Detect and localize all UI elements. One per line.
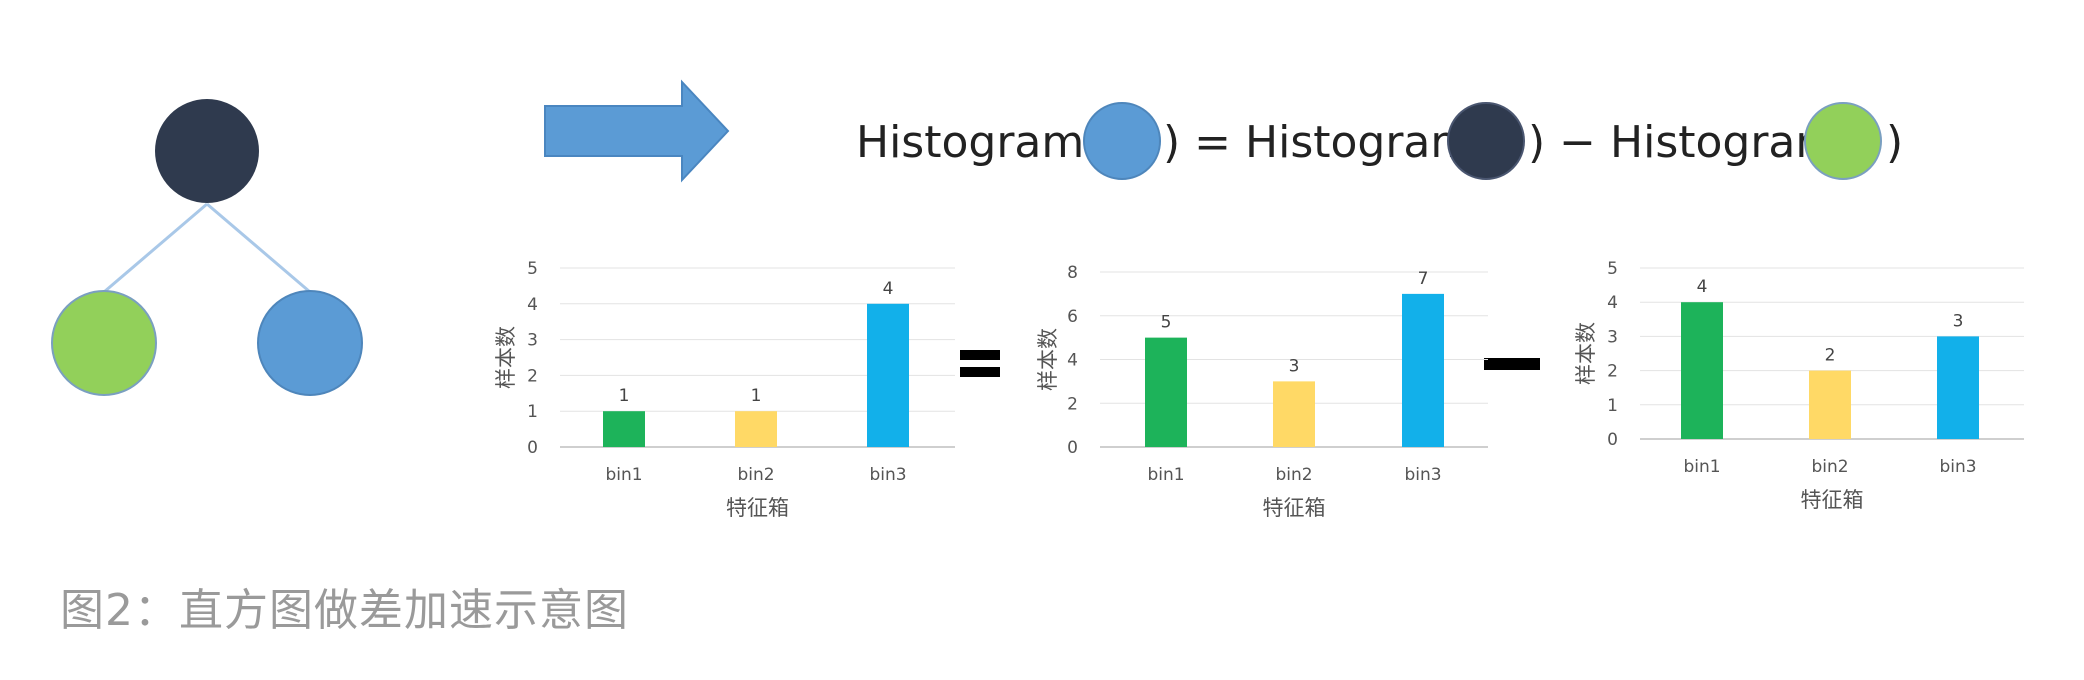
bar-bin1: [1145, 337, 1187, 447]
y-axis-title: 样本数: [1574, 322, 1598, 385]
minus-sign: [1484, 358, 1540, 370]
y-tick-label: 4: [1607, 293, 1618, 313]
parent-node: [155, 99, 259, 203]
data-label: 2: [1825, 346, 1836, 366]
y-tick-label: 2: [527, 366, 538, 386]
x-axis-title: 特征箱: [726, 496, 789, 520]
right-child-node: [257, 290, 363, 396]
y-tick-label: 0: [1607, 430, 1618, 450]
data-label: 4: [883, 279, 894, 299]
y-tick-label: 6: [1067, 307, 1078, 327]
data-label: 1: [619, 386, 630, 406]
y-tick-label: 0: [1067, 438, 1078, 458]
histogram-chart-parent: 0 1 2 3 4 5 1 bin1 1 bin2 4 bin3 特征箱 样本数: [494, 259, 955, 520]
y-tick-label: 5: [1607, 259, 1618, 279]
equals-sign: [960, 350, 1000, 377]
data-label: 5: [1161, 313, 1172, 333]
y-axis-title: 样本数: [1036, 328, 1060, 391]
histogram-chart-left: 0 2 4 6 8 5 bin1 3 bin2 7 bin3 特征箱 样本数: [1036, 263, 1488, 520]
category-label: bin1: [605, 465, 642, 485]
y-tick-label: 1: [1607, 396, 1618, 416]
category-label: bin2: [737, 465, 774, 485]
data-label: 3: [1289, 356, 1300, 376]
formula-dark-circle: [1447, 102, 1525, 180]
formula: Histogram ( ) = Histogram ( ) − Histogra…: [856, 102, 1903, 180]
equals-bar-top: [960, 350, 1000, 360]
category-label: bin3: [1939, 457, 1976, 477]
left-child-node: [51, 290, 157, 396]
formula-text-4: ): [1886, 117, 1903, 168]
y-tick-label: 5: [527, 259, 538, 279]
figure-caption: 图2：直方图做差加速示意图: [60, 585, 629, 636]
bar-bin1: [603, 411, 645, 447]
bar-bin2: [1809, 370, 1851, 439]
data-label: 3: [1953, 311, 1964, 331]
bar-bin2: [735, 411, 777, 447]
y-axis-title: 样本数: [494, 326, 518, 389]
formula-blue-circle: [1083, 102, 1161, 180]
category-label: bin1: [1683, 457, 1720, 477]
y-tick-label: 0: [527, 438, 538, 458]
bar-bin2: [1273, 381, 1315, 447]
y-tick-label: 4: [1067, 351, 1078, 371]
y-tick-label: 1: [527, 402, 538, 422]
category-label: bin2: [1811, 457, 1848, 477]
bar-bin3: [1402, 293, 1444, 447]
category-label: bin1: [1147, 465, 1184, 485]
formula-green-circle: [1804, 102, 1882, 180]
category-label: bin3: [869, 465, 906, 485]
tree-edge-right: [206, 202, 311, 294]
formula-text-1: Histogram (: [856, 117, 1115, 168]
tree: [51, 99, 363, 396]
bar-bin3: [1937, 336, 1979, 439]
y-tick-label: 2: [1067, 394, 1078, 414]
right-arrow-icon: [544, 79, 730, 183]
formula-text-3: ) − Histogram(: [1528, 117, 1855, 168]
data-label: 4: [1697, 277, 1708, 297]
data-label: 7: [1418, 269, 1429, 289]
x-axis-title: 特征箱: [1263, 496, 1326, 520]
y-tick-label: 4: [527, 295, 538, 315]
category-label: bin2: [1275, 465, 1312, 485]
minus-bar: [1484, 358, 1540, 370]
y-tick-label: 8: [1067, 263, 1078, 283]
equals-bar-bottom: [960, 367, 1000, 377]
y-tick-label: 3: [1607, 327, 1618, 347]
category-label: bin3: [1404, 465, 1441, 485]
y-tick-label: 2: [1607, 362, 1618, 382]
y-tick-label: 3: [527, 331, 538, 351]
histogram-chart-right: 0 1 2 3 4 5 4 bin1 2 bin2 3 bin3 特征箱 样本数: [1574, 259, 2024, 512]
bar-bin1: [1681, 302, 1723, 439]
tree-edge-left: [103, 202, 208, 294]
data-label: 1: [751, 386, 762, 406]
bar-bin3: [867, 303, 909, 447]
x-axis-title: 特征箱: [1801, 488, 1864, 512]
